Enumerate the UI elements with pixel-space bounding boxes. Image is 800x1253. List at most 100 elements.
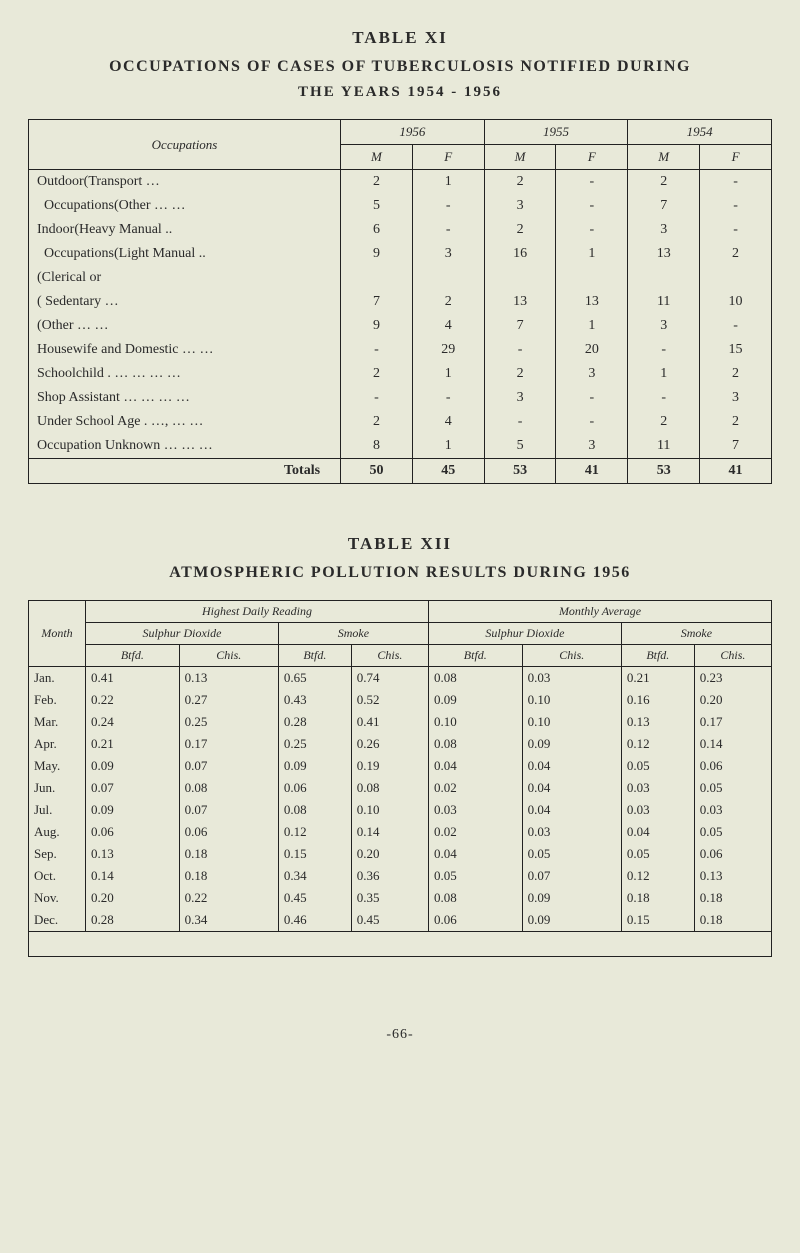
cell-h_so2_c: 0.18 (179, 843, 278, 865)
cell-f56 (412, 266, 484, 290)
table-row: Jan.0.410.130.650.740.080.030.210.23 (29, 667, 772, 690)
cell-f55: - (556, 194, 628, 218)
cell-f56: - (412, 194, 484, 218)
cell-m_so2_c: 0.09 (522, 733, 621, 755)
cell-m56: 2 (341, 170, 413, 195)
cell-m_so2_b: 0.02 (428, 777, 522, 799)
col-header-m: M (628, 145, 700, 170)
cell-f56: 2 (412, 290, 484, 314)
cell-m56: 7 (341, 290, 413, 314)
cell-h_so2_c: 0.18 (179, 865, 278, 887)
cell-h_sm_b: 0.06 (278, 777, 351, 799)
cell-m_so2_c: 0.03 (522, 821, 621, 843)
occupations-table: Occupations 1956 1955 1954 M F M F M F O… (28, 119, 772, 484)
totals-label: Totals (29, 459, 341, 484)
cell-h_sm_b: 0.09 (278, 755, 351, 777)
table-12-number: TABLE XII (28, 534, 772, 554)
cell-h_so2_b: 0.13 (86, 843, 180, 865)
table-row: (Clerical or (29, 266, 772, 290)
cell-h_sm_c: 0.10 (351, 799, 428, 821)
cell-m55: - (484, 410, 556, 434)
cell-f55: - (556, 218, 628, 242)
cell-f54: 2 (700, 410, 772, 434)
totals-m55: 53 (484, 459, 556, 484)
table-row: Occupations(Other … …5-3-7- (29, 194, 772, 218)
cell-h_sm_c: 0.52 (351, 689, 428, 711)
cell-m_sm_b: 0.15 (621, 909, 694, 932)
totals-f55: 41 (556, 459, 628, 484)
cell-m56: 9 (341, 242, 413, 266)
cell-m56 (341, 266, 413, 290)
cell-m55: 3 (484, 194, 556, 218)
table-12-title: ATMOSPHERIC POLLUTION RESULTS DURING 195… (28, 564, 772, 582)
cell-h_so2_c: 0.07 (179, 799, 278, 821)
month-cell: May. (29, 755, 86, 777)
cell-m55: 7 (484, 314, 556, 338)
cell-h_sm_b: 0.65 (278, 667, 351, 690)
cell-m_sm_b: 0.18 (621, 887, 694, 909)
cell-f56: 3 (412, 242, 484, 266)
cell-m_so2_b: 0.10 (428, 711, 522, 733)
cell-m_sm_b: 0.21 (621, 667, 694, 690)
totals-f56: 45 (412, 459, 484, 484)
cell-f54: - (700, 218, 772, 242)
table-row: Apr.0.210.170.250.260.080.090.120.14 (29, 733, 772, 755)
cell-m54: 2 (628, 170, 700, 195)
cell-m_sm_b: 0.13 (621, 711, 694, 733)
cell-m_so2_c: 0.04 (522, 777, 621, 799)
cell-f56: 29 (412, 338, 484, 362)
cell-m_sm_b: 0.16 (621, 689, 694, 711)
row-label: Under School Age . …, … … (29, 410, 341, 434)
cell-m_sm_c: 0.23 (694, 667, 771, 690)
table-row: Shop Assistant … … … …--3--3 (29, 386, 772, 410)
cell-m56: - (341, 386, 413, 410)
cell-m_sm_c: 0.17 (694, 711, 771, 733)
cell-m_so2_c: 0.07 (522, 865, 621, 887)
cell-m_so2_c: 0.05 (522, 843, 621, 865)
cell-h_so2_c: 0.25 (179, 711, 278, 733)
cell-f54 (700, 266, 772, 290)
row-label: Occupations(Other … … (29, 194, 341, 218)
cell-h_so2_b: 0.06 (86, 821, 180, 843)
col-header-m: M (341, 145, 413, 170)
month-cell: Jul. (29, 799, 86, 821)
month-cell: Apr. (29, 733, 86, 755)
cell-h_so2_c: 0.13 (179, 667, 278, 690)
row-label: (Clerical or (29, 266, 341, 290)
col-header-m: M (484, 145, 556, 170)
cell-h_so2_c: 0.08 (179, 777, 278, 799)
cell-f55: - (556, 170, 628, 195)
month-cell: Oct. (29, 865, 86, 887)
cell-h_so2_b: 0.22 (86, 689, 180, 711)
cell-h_so2_c: 0.27 (179, 689, 278, 711)
table-row: Mar.0.240.250.280.410.100.100.130.17 (29, 711, 772, 733)
cell-m55: 5 (484, 434, 556, 459)
cell-f54: 3 (700, 386, 772, 410)
cell-m_so2_b: 0.02 (428, 821, 522, 843)
cell-h_so2_b: 0.21 (86, 733, 180, 755)
cell-m54 (628, 266, 700, 290)
cell-m_sm_c: 0.18 (694, 909, 771, 932)
cell-f54: 15 (700, 338, 772, 362)
cell-m54: 3 (628, 314, 700, 338)
table-row: Feb.0.220.270.430.520.090.100.160.20 (29, 689, 772, 711)
cell-h_sm_c: 0.08 (351, 777, 428, 799)
totals-m56: 50 (341, 459, 413, 484)
table-row: (Other … …94713- (29, 314, 772, 338)
table-row: Nov.0.200.220.450.350.080.090.180.18 (29, 887, 772, 909)
table-footer-blank (29, 932, 772, 957)
cell-m_sm_b: 0.03 (621, 777, 694, 799)
cell-m54: - (628, 338, 700, 362)
table-row: Jun.0.070.080.060.080.020.040.030.05 (29, 777, 772, 799)
table-row: Aug.0.060.060.120.140.020.030.040.05 (29, 821, 772, 843)
cell-m_so2_c: 0.10 (522, 689, 621, 711)
document-page: TABLE XI OCCUPATIONS OF CASES OF TUBERCU… (0, 0, 800, 1063)
cell-m_so2_b: 0.04 (428, 755, 522, 777)
cell-h_sm_c: 0.36 (351, 865, 428, 887)
table-row: ( Sedentary …7213131110 (29, 290, 772, 314)
col-header-f: F (412, 145, 484, 170)
cell-m56: 6 (341, 218, 413, 242)
cell-f55: - (556, 410, 628, 434)
cell-f56: - (412, 218, 484, 242)
cell-f55: 3 (556, 362, 628, 386)
